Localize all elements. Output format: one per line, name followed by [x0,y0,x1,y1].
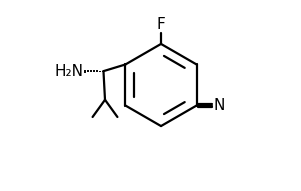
Text: H₂N: H₂N [55,64,84,79]
Text: N: N [213,98,225,113]
Text: F: F [157,17,165,32]
